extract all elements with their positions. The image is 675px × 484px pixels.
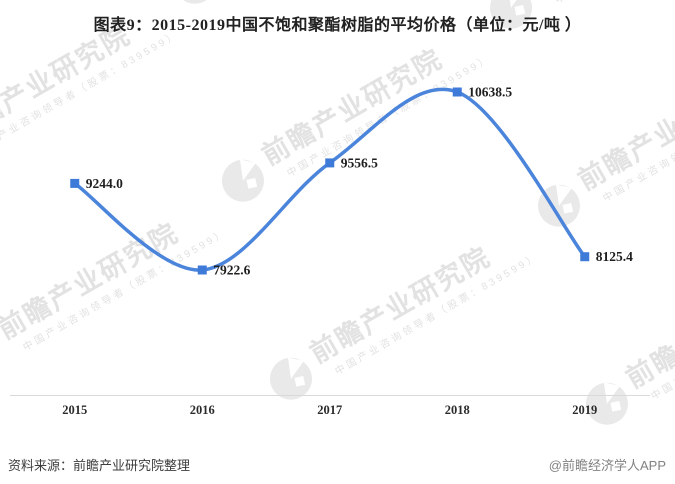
watermark-text: 前瞻产业研究院: [620, 266, 675, 394]
x-axis-label: 2017: [317, 403, 343, 417]
watermark-tile: 前瞻产业研究院中国产业咨询领导者（股票：839599）: [529, 48, 675, 236]
watermark-tile: 前瞻产业研究院中国产业咨询领导者（股票：839599）: [213, 23, 493, 211]
chart-title: 图表9：2015-2019中国不饱和聚酯树脂的平均价格（单位：元/吨 ）: [93, 17, 582, 34]
watermark-text: 前瞻产业研究院: [256, 43, 448, 171]
x-axis-label: 2015: [62, 403, 88, 417]
brand-logo-icon: [538, 184, 581, 227]
brand-logo-icon: [222, 159, 265, 202]
brand-logo-icon: [490, 0, 533, 29]
watermark-tile: 前瞻产业研究院中国产业咨询领导者（股票：839599）: [0, 197, 229, 385]
watermark-tile: 前瞻产业研究院中国产业咨询领导者（股票：839599）: [577, 246, 675, 434]
x-axis-label: 2016: [189, 403, 215, 417]
brand-logo-icon: [174, 0, 217, 4]
brand-credit: @前瞻经济学人APP: [548, 458, 666, 473]
watermark-text: 前瞻产业研究院: [304, 241, 496, 369]
watermark-tile: 前瞻产业研究院中国产业咨询领导者（股票：839599）: [261, 221, 541, 409]
watermark-text: 前瞻产业研究院: [0, 217, 184, 345]
source-note: 资料来源：前瞻产业研究院整理: [8, 458, 191, 473]
x-axis-label: 2019: [572, 403, 598, 417]
x-axis-line: [10, 395, 650, 396]
brand-logo-icon: [270, 357, 313, 400]
brand-logo-icon: [586, 382, 629, 425]
watermark-subtext: 中国产业咨询领导者（股票：839599）: [552, 0, 675, 7]
x-axis-label: 2018: [444, 403, 470, 417]
